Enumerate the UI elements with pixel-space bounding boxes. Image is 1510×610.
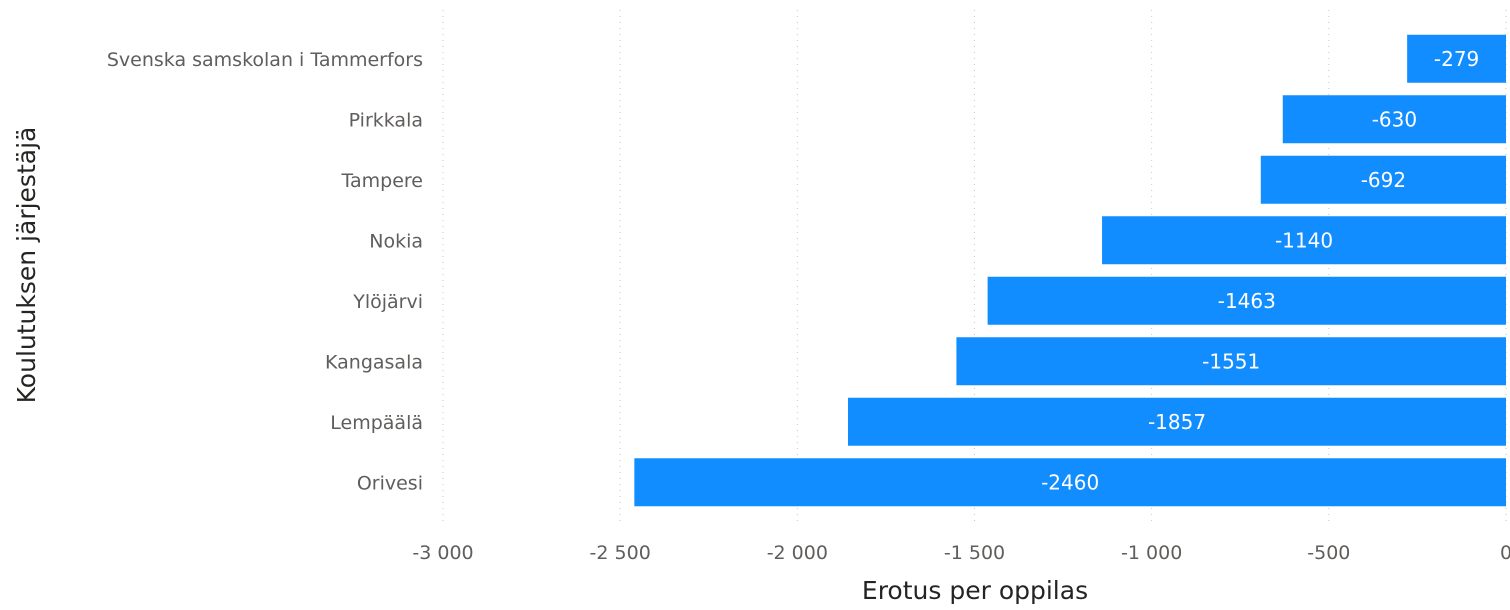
category-label: Tampere bbox=[341, 170, 423, 192]
category-label: Pirkkala bbox=[349, 109, 423, 131]
category-label: Ylöjärvi bbox=[352, 291, 423, 313]
bar bbox=[1407, 34, 1506, 83]
data-label: -692 bbox=[1361, 168, 1406, 192]
category-labels: Svenska samskolan i Tammerfors Pirkkala Ta… bbox=[107, 49, 423, 495]
data-label: -1551 bbox=[1202, 349, 1260, 373]
category-label: Lempäälä bbox=[330, 412, 423, 434]
category-label: Nokia bbox=[369, 230, 423, 252]
category-label: Orivesi bbox=[357, 472, 423, 494]
x-tick-label: -2 000 bbox=[767, 542, 828, 564]
x-tick-label: -1 000 bbox=[1121, 542, 1182, 564]
data-label: -2460 bbox=[1041, 470, 1099, 494]
x-tick-label: -500 bbox=[1307, 542, 1350, 564]
data-label: -1463 bbox=[1218, 289, 1276, 313]
bar bbox=[956, 337, 1506, 386]
y-axis-title: Koulutuksen järjestäjä bbox=[12, 127, 41, 404]
bar bbox=[634, 458, 1506, 507]
data-label: -1857 bbox=[1148, 410, 1206, 434]
x-axis-title: Erotus per oppilas bbox=[862, 576, 1088, 605]
bar bbox=[1260, 155, 1506, 204]
data-label: -630 bbox=[1372, 107, 1417, 131]
data-label: -1140 bbox=[1275, 228, 1333, 252]
x-tick-label: 0 bbox=[1500, 542, 1510, 564]
x-tick-labels: -3 000 -2 500 -2 000 -1 500 -1 000 -500 0 bbox=[412, 542, 1510, 564]
bars: -279 -630 -692 -1140 -1463 -1551 -1857 -2460 bbox=[634, 34, 1506, 507]
bar bbox=[848, 397, 1506, 446]
bar bbox=[1282, 95, 1506, 144]
x-tick-label: -3 000 bbox=[412, 542, 473, 564]
bar bbox=[1102, 216, 1506, 265]
data-label: -279 bbox=[1434, 47, 1479, 71]
bar bbox=[987, 276, 1506, 325]
x-tick-label: -2 500 bbox=[590, 542, 651, 564]
category-label: Kangasala bbox=[325, 351, 423, 373]
category-label: Svenska samskolan i Tammerfors bbox=[107, 49, 423, 71]
x-tick-label: -1 500 bbox=[944, 542, 1005, 564]
